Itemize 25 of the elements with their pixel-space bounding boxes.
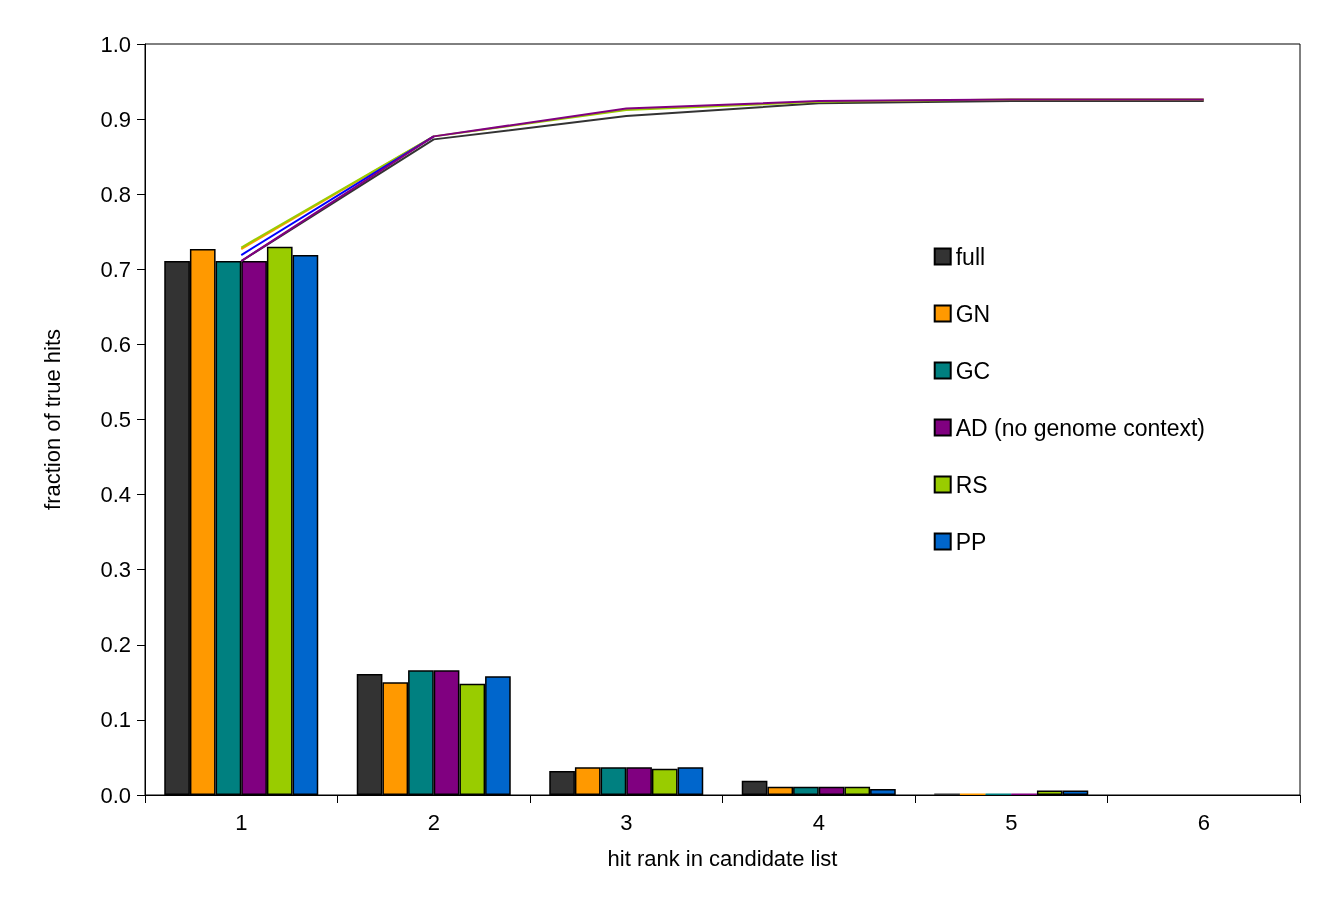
legend-label: GN: [955, 300, 991, 327]
y-tick-label: 0.3: [100, 557, 131, 583]
x-tick-label: 1: [235, 809, 248, 835]
legend-label: GC: [955, 357, 991, 384]
y-tick-label: 0.4: [100, 482, 131, 508]
y-tick-label: 0.6: [100, 331, 131, 357]
x-tick-label: 3: [620, 809, 633, 835]
y-tick-label: 0.5: [100, 407, 131, 432]
legend-label: full: [955, 243, 986, 270]
y-tick-label: 0.9: [100, 106, 131, 132]
y-tick-label: 0.0: [100, 782, 131, 808]
x-tick-label: 2: [427, 809, 440, 835]
y-tick-label: 1.0: [100, 31, 131, 57]
y-tick-label: 0.1: [100, 707, 131, 733]
y-tick-label: 0.8: [100, 181, 131, 207]
y-tick-label: 0.7: [100, 256, 131, 282]
x-tick-label: 5: [1005, 809, 1018, 835]
x-axis-title: hit rank in candidate list: [607, 845, 838, 871]
x-tick-label: 4: [812, 809, 825, 835]
y-tick-label: 0.2: [100, 632, 131, 658]
legend-label: AD (no genome context): [955, 414, 1205, 441]
legend-label: RS: [955, 471, 988, 498]
x-tick-label: 6: [1197, 809, 1210, 835]
y-axis-title: fraction of true hits: [39, 329, 65, 510]
legend-label: PP: [955, 528, 987, 555]
